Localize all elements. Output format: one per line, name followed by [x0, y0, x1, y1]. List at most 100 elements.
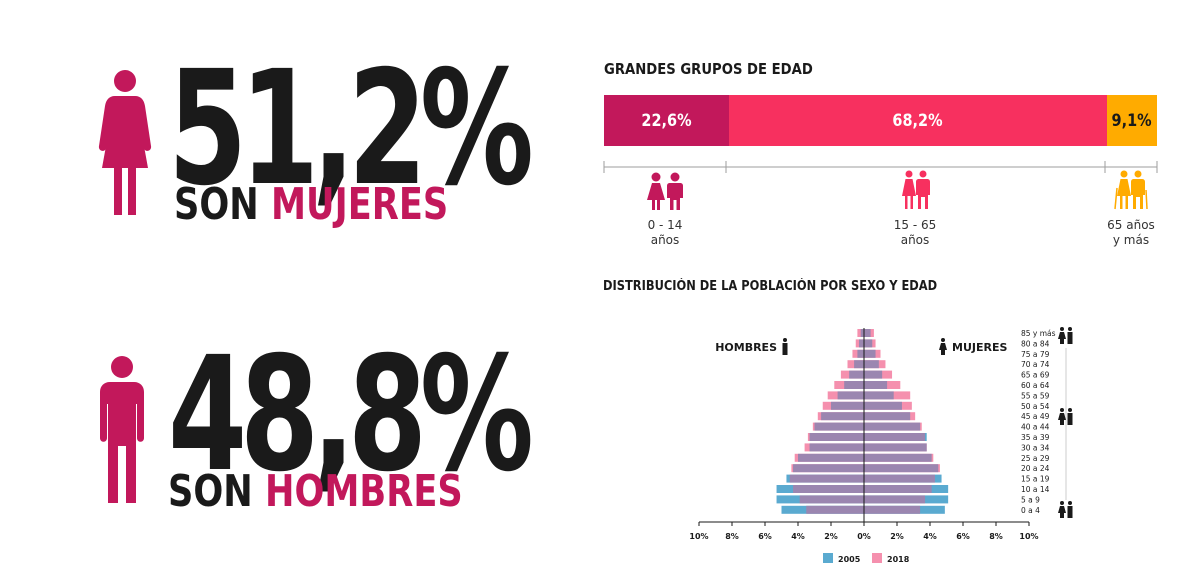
- bar-women-overlap-16: [864, 339, 873, 348]
- bar-men-overlap-11: [837, 391, 864, 400]
- age-label-3: 15 a 19: [1021, 475, 1050, 484]
- age-range-label-0-14: 0 - 14 años: [647, 218, 683, 247]
- bar-women-overlap-4: [864, 464, 939, 473]
- x-tick-label-6: 2%: [890, 532, 904, 541]
- bar-women-overlap-5: [864, 453, 932, 462]
- pyramid-left-label: HOMBRES: [715, 341, 777, 354]
- bar-women-overlap-13: [864, 370, 883, 379]
- bar-women-overlap-15: [864, 349, 876, 358]
- men-label-accent: HOMBRES: [265, 466, 463, 517]
- men-label-prefix: SON: [168, 466, 265, 517]
- age-label-13: 65 a 69: [1021, 371, 1050, 380]
- age-label-6: 30 a 34: [1021, 443, 1050, 452]
- age-segment-0-14: 22,6%: [604, 95, 729, 146]
- age-label-9: 45 a 49: [1021, 412, 1050, 421]
- women-percentage: 51,2%: [168, 37, 534, 221]
- age-segment-65-plus: 9,1%: [1106, 95, 1157, 146]
- age-groups-stacked-bar: 22,6% 68,2% 9,1%: [604, 95, 1157, 146]
- age-range-label-15-65: 15 - 65 años: [893, 218, 937, 247]
- age-label-5: 25 a 29: [1021, 454, 1050, 463]
- woman-small-icon: [939, 338, 947, 355]
- bar-women-overlap-7: [864, 433, 926, 441]
- man-small-icon: [782, 338, 788, 355]
- bar-men-overlap-14: [854, 360, 864, 369]
- bar-men-overlap-17: [860, 329, 864, 337]
- age-range-label-65-plus: 65 años y más: [1107, 218, 1155, 247]
- legend-label-2018: 2018: [887, 555, 910, 564]
- age-label-2: 10 a 14: [1021, 485, 1050, 494]
- bar-women-overlap-9: [864, 412, 911, 421]
- age-groups-title: GRANDES GRUPOS DE EDAD: [604, 60, 813, 78]
- x-tick-label-0: 10%: [689, 532, 708, 541]
- woman-icon: [98, 70, 152, 215]
- age-groups-scale: [603, 161, 1158, 173]
- women-label: SON MUJERES: [174, 183, 448, 227]
- x-tick-label-7: 4%: [923, 532, 937, 541]
- bar-men-overlap-2: [793, 485, 864, 493]
- men-label: SON HOMBRES: [168, 470, 463, 514]
- bar-women-overlap-3: [864, 474, 935, 483]
- bar-men-overlap-8: [814, 422, 864, 431]
- women-label-prefix: SON: [174, 179, 271, 230]
- bar-men-overlap-10: [831, 401, 864, 410]
- elderly-couple-icon: [1114, 170, 1148, 210]
- bar-men-overlap-3: [789, 474, 864, 483]
- couple-icon-middle-w: [1058, 408, 1066, 425]
- bar-women-overlap-8: [864, 422, 921, 431]
- couple-icon-bottom-w: [1058, 501, 1066, 518]
- bar-women-overlap-10: [864, 401, 902, 410]
- x-tick-label-9: 8%: [989, 532, 1003, 541]
- age-label-17: 85 y más: [1021, 329, 1056, 338]
- age-label-8: 40 a 44: [1021, 423, 1050, 432]
- adult-couple-icon: [902, 170, 930, 209]
- age-label-0: 0 a 4: [1021, 506, 1040, 515]
- age-label-15: 75 a 79: [1021, 350, 1050, 359]
- age-label-4: 20 a 24: [1021, 464, 1050, 473]
- age-label-11: 55 a 59: [1021, 391, 1050, 400]
- man-icon: [100, 356, 144, 503]
- bar-men-overlap-15: [857, 349, 864, 358]
- x-tick-label-8: 6%: [956, 532, 970, 541]
- bar-women-overlap-11: [864, 391, 894, 400]
- x-tick-label-2: 6%: [758, 532, 772, 541]
- bar-women-overlap-17: [864, 329, 871, 337]
- legend-label-2005: 2005: [838, 555, 861, 564]
- x-tick-label-3: 4%: [791, 532, 805, 541]
- bar-women-overlap-2: [864, 485, 932, 493]
- couple-icon-bottom-m: [1067, 501, 1073, 518]
- bar-men-overlap-16: [859, 339, 864, 348]
- pyramid-title: DISTRIBUCIÓN DE LA POBLACIÓN POR SEXO Y …: [603, 279, 938, 294]
- bar-women-overlap-14: [864, 360, 879, 369]
- men-percentage: 48,8%: [168, 323, 534, 507]
- bar-men-overlap-1: [799, 495, 864, 504]
- age-label-16: 80 a 84: [1021, 339, 1050, 348]
- bar-men-overlap-9: [821, 412, 864, 421]
- bar-men-overlap-4: [793, 464, 864, 473]
- age-label-7: 35 a 39: [1021, 433, 1050, 442]
- bar-men-overlap-0: [806, 505, 864, 514]
- bar-men-overlap-6: [809, 443, 864, 452]
- bar-men-overlap-5: [798, 453, 864, 462]
- age-label-12: 60 a 64: [1021, 381, 1050, 390]
- age-segment-15-65: 68,2%: [728, 95, 1107, 146]
- couple-icon-top-w: [1058, 327, 1066, 344]
- child-couple-icon: [647, 172, 683, 210]
- bar-women-overlap-0: [864, 505, 921, 514]
- x-tick-label-1: 8%: [725, 532, 739, 541]
- legend-swatch-2005: [823, 553, 833, 563]
- couple-icon-middle-m: [1067, 408, 1073, 425]
- bar-men-overlap-13: [849, 370, 864, 379]
- couple-icon-top-m: [1067, 327, 1073, 344]
- women-label-accent: MUJERES: [271, 179, 449, 230]
- age-label-10: 50 a 54: [1021, 402, 1050, 411]
- x-tick-label-4: 2%: [824, 532, 838, 541]
- bar-women-overlap-1: [864, 495, 926, 504]
- x-tick-label-10: 10%: [1019, 532, 1038, 541]
- bar-women-overlap-12: [864, 381, 888, 389]
- bar-men-overlap-7: [809, 433, 864, 441]
- bar-men-overlap-12: [844, 381, 864, 389]
- x-tick-label-5: 0%: [857, 532, 871, 541]
- pyramid-right-label: MUJERES: [952, 341, 1007, 354]
- age-label-14: 70 a 74: [1021, 360, 1050, 369]
